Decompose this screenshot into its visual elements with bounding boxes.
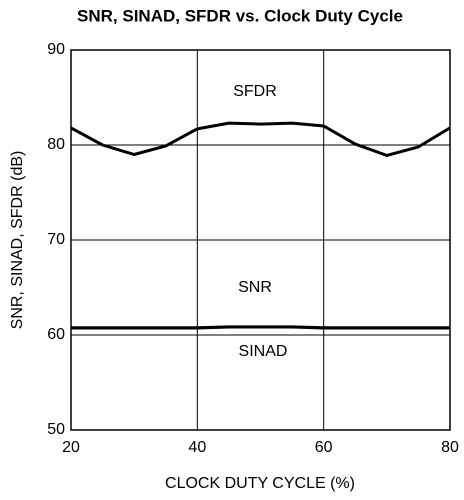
- y-tick-label: 80: [47, 136, 65, 153]
- y-tick-label: 70: [47, 231, 65, 248]
- annotation: SNR: [238, 279, 272, 296]
- annotation: SFDR: [233, 83, 277, 100]
- y-tick-label: 90: [47, 41, 65, 58]
- annotation: SINAD: [239, 343, 288, 360]
- y-tick-label: 60: [47, 326, 65, 343]
- x-tick-label: 20: [62, 439, 80, 456]
- y-axis-label: SNR, SINAD, SFDR (dB): [9, 151, 26, 330]
- x-axis-label: CLOCK DUTY CYCLE (%): [165, 475, 355, 492]
- y-tick-label: 50: [47, 421, 65, 438]
- series-line: [71, 326, 450, 330]
- chart-title: SNR, SINAD, SFDR vs. Clock Duty Cycle: [77, 6, 403, 25]
- x-tick-label: 40: [188, 439, 206, 456]
- x-tick-label: 60: [315, 439, 333, 456]
- x-tick-label: 80: [441, 439, 459, 456]
- series-line: [70, 121, 451, 157]
